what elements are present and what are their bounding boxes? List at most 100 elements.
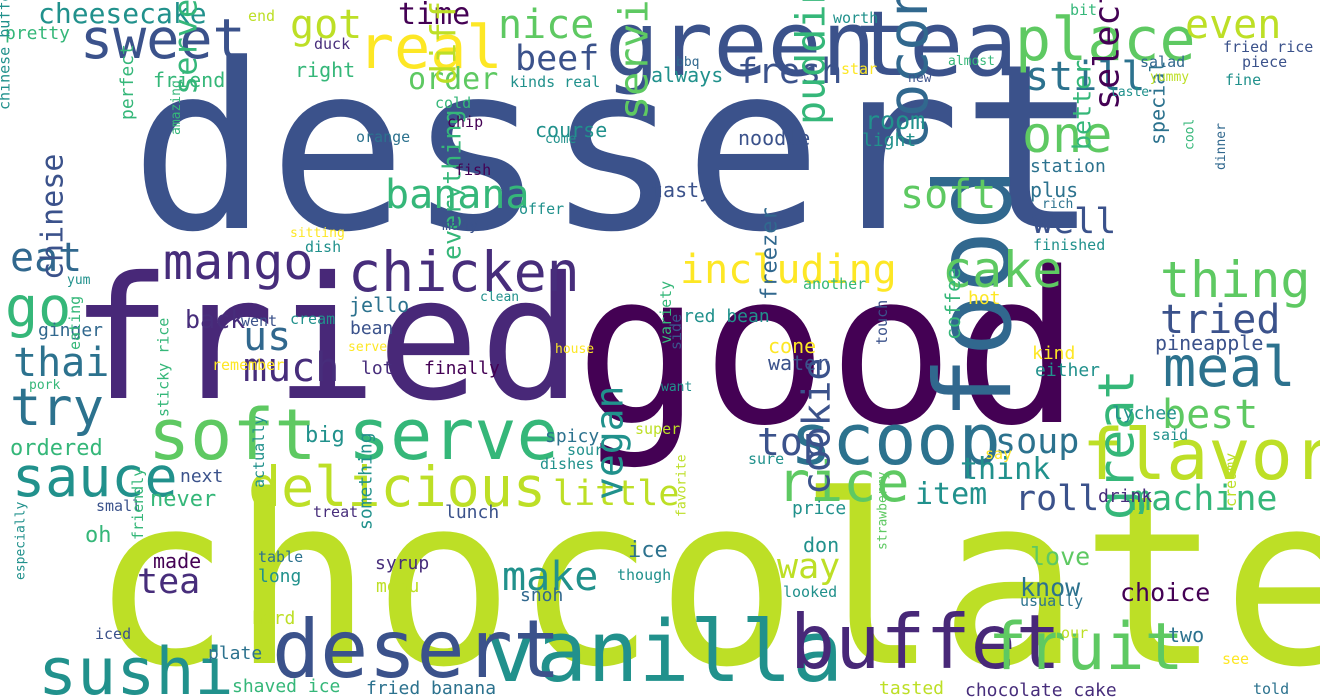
word-looked: looked: [783, 583, 838, 601]
word-desert: desert: [272, 603, 561, 696]
word-especially: especially: [13, 501, 29, 580]
word-soft: soft: [900, 172, 997, 218]
word-kinds-real: kinds real: [510, 73, 601, 91]
word-worth: worth: [833, 9, 879, 27]
word-eating: eating: [65, 295, 84, 350]
word-friendly: friendly: [128, 467, 147, 540]
word-sour: sour: [567, 441, 604, 459]
word-lunch: lunch: [445, 502, 500, 523]
word-service: service: [611, 0, 658, 120]
word-red-bean: red bean: [683, 306, 770, 327]
word-place: place: [1015, 5, 1196, 75]
word-cold: cold: [435, 94, 472, 112]
word-chicken: chicken: [348, 240, 580, 304]
word-delicious: delicious: [248, 455, 547, 519]
word-snoh: snoh: [520, 585, 564, 606]
word-super: super: [635, 420, 681, 438]
word-touch: touch: [872, 299, 891, 345]
word-nice: nice: [498, 2, 595, 48]
word-banana: banana: [385, 172, 530, 218]
word-got: got: [290, 2, 363, 48]
word-sweet: sweet: [80, 7, 246, 71]
word-made: made: [153, 549, 202, 573]
word-choice: choice: [1120, 578, 1211, 607]
word-time: time: [398, 0, 471, 32]
word-four: four: [1052, 624, 1089, 642]
word-yummy: yummy: [1150, 70, 1190, 85]
word-hot: hot: [968, 288, 1001, 309]
word-chinese-buffet: chinese buffet: [0, 0, 14, 110]
word-new: new: [908, 71, 932, 86]
word-serve: serve: [348, 340, 388, 355]
word-finished: finished: [1033, 236, 1106, 254]
word-piece: piece: [1242, 53, 1288, 71]
word-chip: chip: [447, 113, 484, 131]
word-ginger: ginger: [38, 320, 104, 341]
word-something: something: [355, 432, 377, 530]
word-serve: serve: [348, 394, 559, 476]
word-cool: cool: [1182, 118, 1198, 150]
word-fried: fried: [70, 241, 582, 439]
word-perfect: perfect: [117, 44, 139, 120]
word-variety: variety: [656, 280, 675, 344]
word-friend: friend: [153, 68, 226, 92]
word-don: don: [803, 533, 840, 557]
word-us: us: [243, 314, 292, 360]
word-good: good: [575, 227, 1081, 472]
word-cheesecake: cheesecake: [38, 0, 207, 30]
word-flavor: flavor: [1082, 414, 1320, 496]
word-pudding: pudding: [788, 0, 835, 125]
word-everything: everything: [437, 109, 467, 260]
word-cookie: cookie: [794, 357, 839, 495]
word-plus: plus: [1030, 178, 1079, 202]
word-dishes: dishes: [540, 455, 595, 473]
word-freezer: freezer: [757, 207, 783, 300]
word-usually: usually: [1020, 592, 1084, 610]
word-tried: tried: [1160, 297, 1281, 343]
word-noodle: noodle: [738, 126, 811, 150]
word-well: well: [1032, 202, 1117, 242]
word-come: come: [545, 132, 577, 147]
word-beef: beef: [515, 39, 600, 79]
word-little: little: [553, 474, 680, 514]
word-many: many: [442, 216, 479, 234]
word-sure: sure: [748, 450, 785, 468]
word-clean: clean: [480, 290, 520, 305]
word-sitting: sitting: [290, 226, 345, 241]
word-chocolate-cake: chocolate cake: [965, 680, 1117, 700]
word-finally: finally: [424, 358, 500, 379]
word-syrup: syrup: [375, 553, 430, 574]
word-chocolate: chocolate: [90, 446, 1320, 700]
word-know: know: [1020, 573, 1081, 602]
word-mango: mango: [163, 233, 314, 291]
word-jello: jello: [349, 293, 410, 317]
word-try: try: [10, 378, 104, 438]
word-another: another: [803, 275, 867, 293]
word-bit: bit: [1070, 1, 1098, 19]
word-dessert: dessert: [130, 16, 1100, 283]
word-fine: fine: [1225, 71, 1262, 89]
word-tea: tea: [855, 0, 1018, 97]
word-table: table: [258, 548, 304, 566]
word-cake: cake: [942, 241, 1063, 299]
word-pretty: pretty: [5, 23, 71, 44]
word-favorite: favorite: [674, 454, 690, 517]
word-oh: oh: [85, 523, 112, 548]
word-treat: treat: [313, 503, 359, 521]
word-tea: tea: [137, 562, 201, 602]
word-better: better: [1067, 59, 1097, 150]
word-small: small: [96, 497, 142, 515]
word-spicy: spicy: [545, 426, 600, 447]
word-even: even: [1185, 2, 1282, 48]
word-though: though: [617, 566, 672, 584]
word-taste: taste: [1110, 85, 1150, 100]
word-always: always: [651, 63, 724, 87]
word-fried-banana: fried banana: [366, 678, 497, 699]
word-orange: orange: [356, 128, 411, 146]
word-almost: almost: [948, 54, 995, 69]
word-think: think: [960, 452, 1051, 487]
word-soft: soft: [148, 394, 317, 476]
word-thing: thing: [1160, 251, 1311, 309]
word-lot: lot: [361, 358, 394, 379]
